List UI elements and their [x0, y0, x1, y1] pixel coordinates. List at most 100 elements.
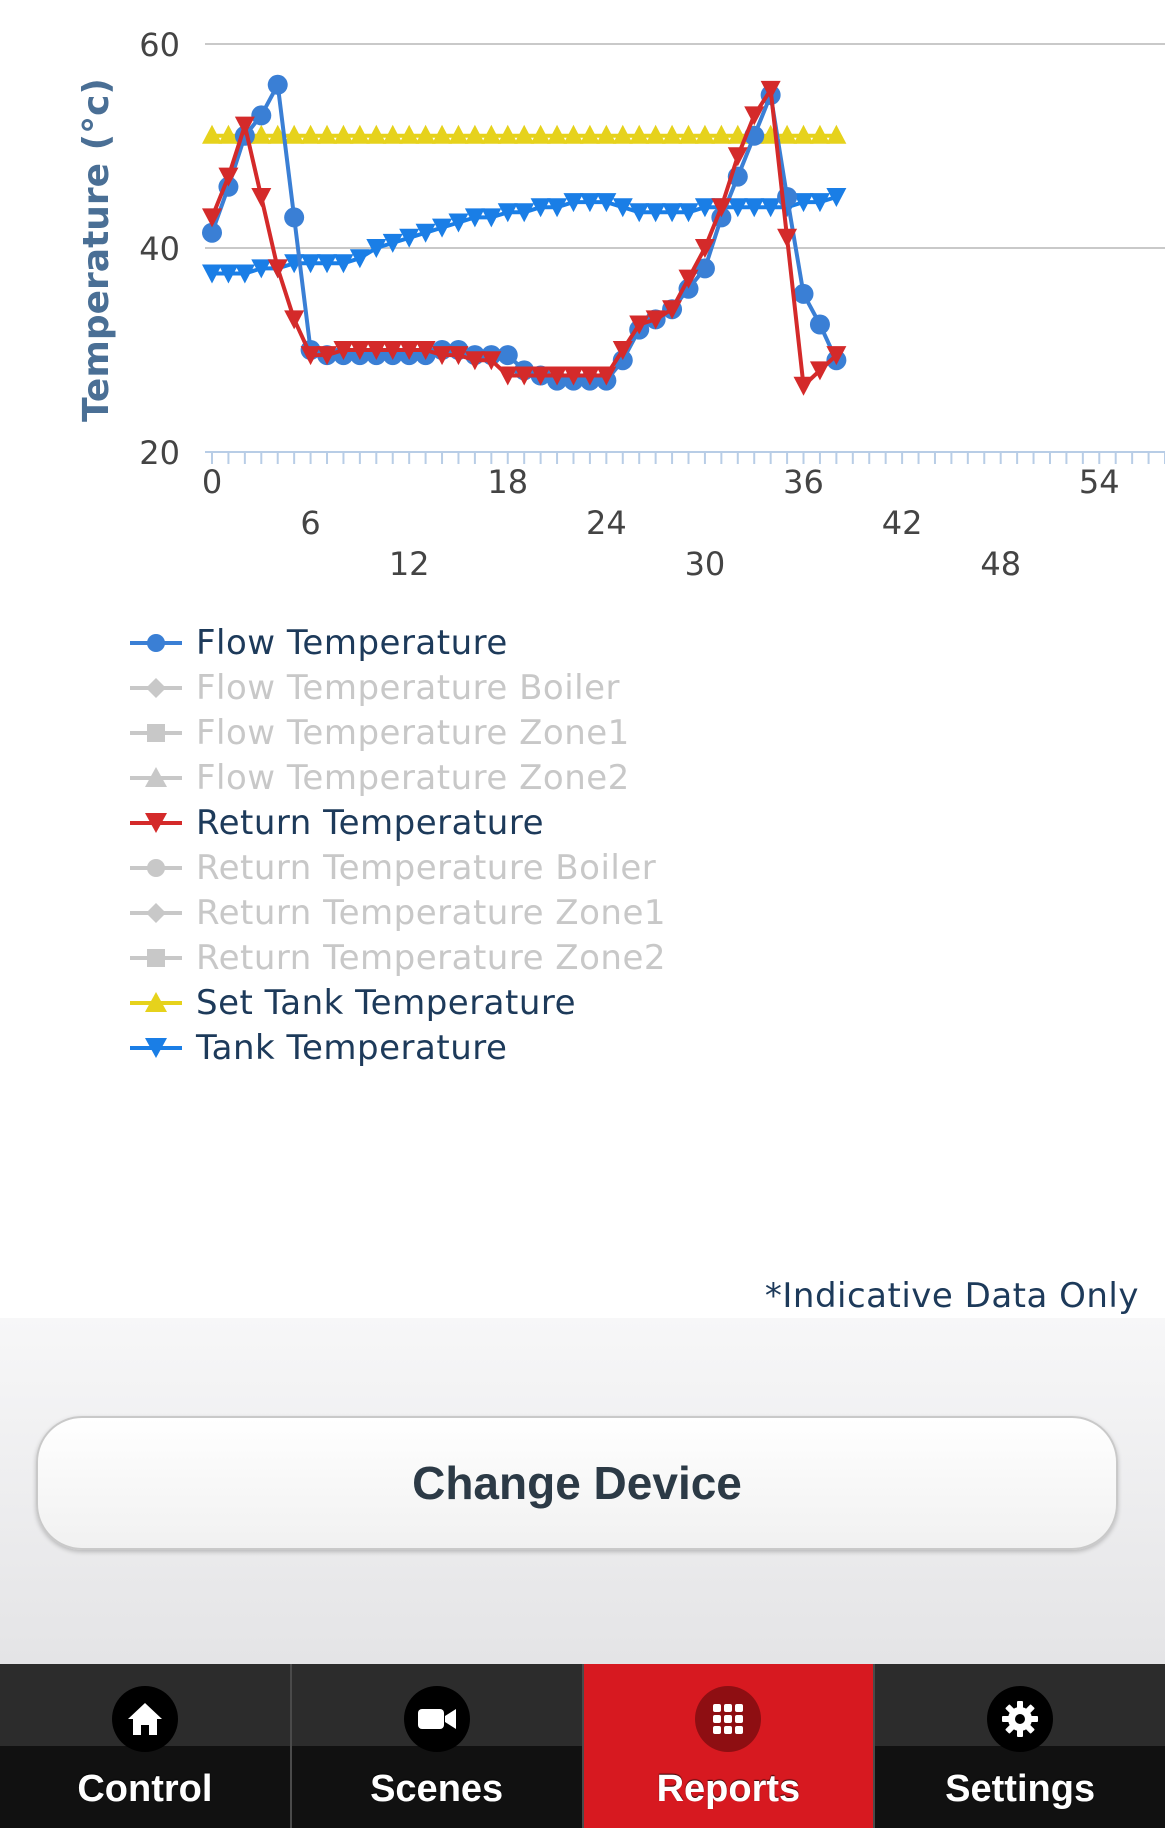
tab-reports[interactable]: Reports — [583, 1664, 876, 1828]
legend-label: Flow Temperature Boiler — [196, 667, 621, 708]
legend-item-return-temperature-boiler[interactable]: Return Temperature Boiler — [130, 845, 666, 890]
data-point — [497, 124, 518, 144]
x-tick-label: 6 — [300, 504, 320, 542]
data-point — [382, 341, 403, 360]
data-point — [514, 366, 535, 386]
data-point — [399, 124, 420, 144]
legend-item-tank-temperature[interactable]: Tank Temperature — [130, 1025, 666, 1070]
data-point — [284, 310, 305, 330]
data-point — [300, 124, 321, 144]
grid-icon — [695, 1686, 762, 1752]
data-point — [448, 124, 469, 144]
legend-item-return-temperature-zone1[interactable]: Return Temperature Zone1 — [130, 890, 666, 935]
tab-label: Settings — [945, 1768, 1096, 1810]
data-point — [793, 124, 814, 144]
legend-item-flow-temperature-boiler[interactable]: Flow Temperature Boiler — [130, 665, 666, 710]
legend-item-return-temperature-zone2[interactable]: Return Temperature Zone2 — [130, 935, 666, 980]
data-point — [432, 218, 453, 238]
data-point — [415, 223, 436, 243]
grid-lines: 20 40 60 — [139, 26, 1165, 472]
legend-item-set-tank-temperature[interactable]: Set Tank Temperature — [130, 980, 666, 1025]
data-point — [514, 203, 535, 223]
data-point — [349, 341, 370, 360]
data-point — [662, 203, 683, 223]
y-tick-label: 40 — [139, 230, 180, 268]
data-point — [300, 346, 321, 366]
data-point — [448, 213, 469, 233]
data-point — [629, 124, 650, 144]
tab-scenes[interactable]: Scenes — [291, 1664, 584, 1828]
data-point — [793, 283, 814, 304]
data-point — [366, 239, 387, 258]
data-point — [629, 203, 650, 223]
data-point — [415, 341, 436, 360]
data-point — [612, 341, 633, 360]
data-point — [349, 249, 370, 269]
legend-label: Return Temperature Boiler — [196, 847, 657, 888]
data-point — [547, 366, 568, 386]
data-point — [793, 376, 814, 396]
data-point — [760, 80, 781, 100]
data-point — [267, 74, 288, 95]
data-point — [349, 124, 370, 144]
x-axis: 0 6 12 18 24 30 36 42 48 54 — [202, 451, 1165, 583]
data-point — [481, 208, 502, 228]
data-point — [694, 124, 715, 144]
data-point — [612, 124, 633, 144]
data-point — [366, 124, 387, 144]
data-point — [284, 124, 305, 144]
legend-item-flow-temperature-zone1[interactable]: Flow Temperature Zone1 — [130, 710, 666, 755]
data-point — [629, 315, 650, 335]
disclaimer-text: *Indicative Data Only — [764, 1276, 1139, 1316]
data-point — [777, 228, 798, 248]
data-point — [251, 188, 272, 207]
data-point — [809, 314, 830, 335]
data-point — [809, 361, 830, 381]
legend-item-flow-temperature-zone2[interactable]: Flow Temperature Zone2 — [130, 755, 666, 800]
data-point — [645, 124, 666, 144]
data-point — [678, 203, 699, 223]
data-point — [579, 366, 600, 386]
data-point — [645, 310, 666, 330]
tab-label: Scenes — [370, 1768, 504, 1810]
data-point — [662, 124, 683, 144]
tab-control[interactable]: Control — [0, 1664, 292, 1828]
x-tick-label: 30 — [685, 545, 726, 583]
data-point — [399, 341, 420, 360]
legend-label: Flow Temperature Zone2 — [196, 757, 630, 798]
data-point — [382, 124, 403, 144]
data-point — [793, 193, 814, 213]
x-tick-label: 36 — [783, 463, 824, 501]
data-point — [432, 346, 453, 366]
y-axis-title: Temperature (°c) — [76, 78, 117, 422]
data-point — [333, 341, 354, 360]
legend-marker-circle-icon — [130, 858, 182, 877]
data-point — [514, 124, 535, 144]
data-point — [497, 203, 518, 223]
data-point — [662, 300, 683, 320]
home-icon — [111, 1686, 178, 1752]
data-point — [284, 207, 305, 228]
legend-item-flow-temperature[interactable]: Flow Temperature — [130, 620, 666, 665]
data-point — [333, 124, 354, 144]
legend-marker-square-icon — [130, 948, 182, 967]
x-tick-label: 0 — [202, 463, 222, 501]
data-point — [711, 124, 732, 144]
legend-item-return-temperature[interactable]: Return Temperature — [130, 800, 666, 845]
data-point — [202, 208, 222, 228]
data-point — [596, 193, 617, 213]
data-point — [694, 258, 715, 279]
bottom-tab-bar: Control Scenes Report — [0, 1664, 1165, 1828]
data-point — [612, 198, 633, 218]
button-area: Change Device — [0, 1318, 1165, 1664]
change-device-button[interactable]: Change Device — [36, 1416, 1118, 1550]
data-point — [579, 124, 600, 144]
legend-label: Tank Temperature — [196, 1027, 508, 1068]
tab-settings[interactable]: Settings — [875, 1664, 1165, 1828]
tab-label: Control — [77, 1768, 213, 1810]
chart-series — [202, 74, 847, 396]
data-point — [826, 188, 847, 207]
data-point — [251, 105, 272, 126]
data-point — [530, 366, 551, 386]
legend-marker-triangle-icon — [130, 991, 182, 1012]
